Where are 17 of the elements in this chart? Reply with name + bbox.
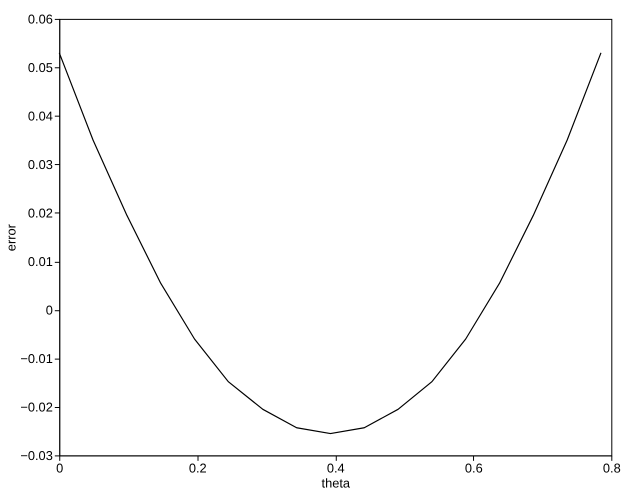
x-tick-label: 0.6 (464, 460, 483, 476)
y-tick-label: 0.02 (28, 205, 53, 220)
y-tick-label: 0.05 (28, 60, 53, 75)
y-tick-label: 0.01 (28, 254, 53, 269)
x-tick-label: 0.4 (326, 460, 345, 476)
x-tick-label: 0.2 (188, 460, 207, 476)
y-tick-label: 0 (46, 302, 53, 318)
y-axis-title: error (3, 223, 18, 252)
y-tick-label: 0.04 (28, 108, 53, 124)
y-tick-label: −0.03 (20, 448, 53, 463)
y-tick-label: 0.03 (28, 156, 53, 172)
x-axis-title: theta (322, 476, 351, 490)
y-tick-label: 0.06 (28, 11, 53, 26)
y-tick-label: −0.01 (20, 350, 53, 366)
x-tick-label: 0 (56, 460, 64, 476)
x-tick-label: 0.8 (602, 460, 621, 476)
y-tick-label: −0.02 (20, 399, 53, 414)
